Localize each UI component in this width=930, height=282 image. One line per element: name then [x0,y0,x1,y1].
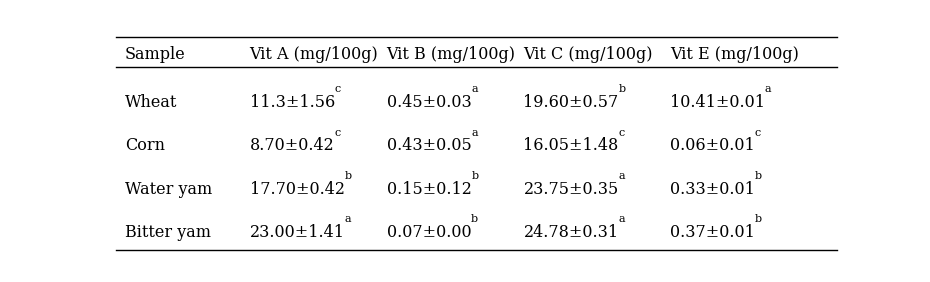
Text: Bitter yam: Bitter yam [125,224,211,241]
Text: Corn: Corn [125,137,165,154]
Text: Sample: Sample [125,46,186,63]
Text: b: b [472,215,478,224]
Text: 17.70±0.42: 17.70±0.42 [249,180,345,198]
Text: 0.33±0.01: 0.33±0.01 [670,180,754,198]
Text: 0.37±0.01: 0.37±0.01 [670,224,754,241]
Text: 11.3±1.56: 11.3±1.56 [249,94,335,111]
Text: a: a [764,84,771,94]
Text: Vit B (mg/100g): Vit B (mg/100g) [387,46,515,63]
Text: Wheat: Wheat [125,94,178,111]
Text: c: c [754,128,761,138]
Text: Water yam: Water yam [125,180,212,198]
Text: a: a [618,171,625,181]
Text: b: b [618,84,626,94]
Text: c: c [618,128,625,138]
Text: 0.06±0.01: 0.06±0.01 [670,137,754,154]
Text: 0.43±0.05: 0.43±0.05 [387,137,472,154]
Text: c: c [335,128,340,138]
Text: 0.07±0.00: 0.07±0.00 [387,224,472,241]
Text: a: a [345,215,352,224]
Text: Vit E (mg/100g): Vit E (mg/100g) [670,46,799,63]
Text: a: a [472,84,478,94]
Text: 0.45±0.03: 0.45±0.03 [387,94,472,111]
Text: Vit A (mg/100g): Vit A (mg/100g) [249,46,379,63]
Text: 0.15±0.12: 0.15±0.12 [387,180,472,198]
Text: c: c [335,84,341,94]
Text: b: b [754,215,762,224]
Text: 19.60±0.57: 19.60±0.57 [524,94,618,111]
Text: 24.78±0.31: 24.78±0.31 [524,224,618,241]
Text: b: b [345,171,352,181]
Text: a: a [472,128,478,138]
Text: b: b [472,171,479,181]
Text: a: a [618,215,625,224]
Text: 23.75±0.35: 23.75±0.35 [524,180,618,198]
Text: 16.05±1.48: 16.05±1.48 [524,137,618,154]
Text: 10.41±0.01: 10.41±0.01 [670,94,764,111]
Text: b: b [754,171,762,181]
Text: 23.00±1.41: 23.00±1.41 [249,224,345,241]
Text: 8.70±0.42: 8.70±0.42 [249,137,335,154]
Text: Vit C (mg/100g): Vit C (mg/100g) [524,46,653,63]
